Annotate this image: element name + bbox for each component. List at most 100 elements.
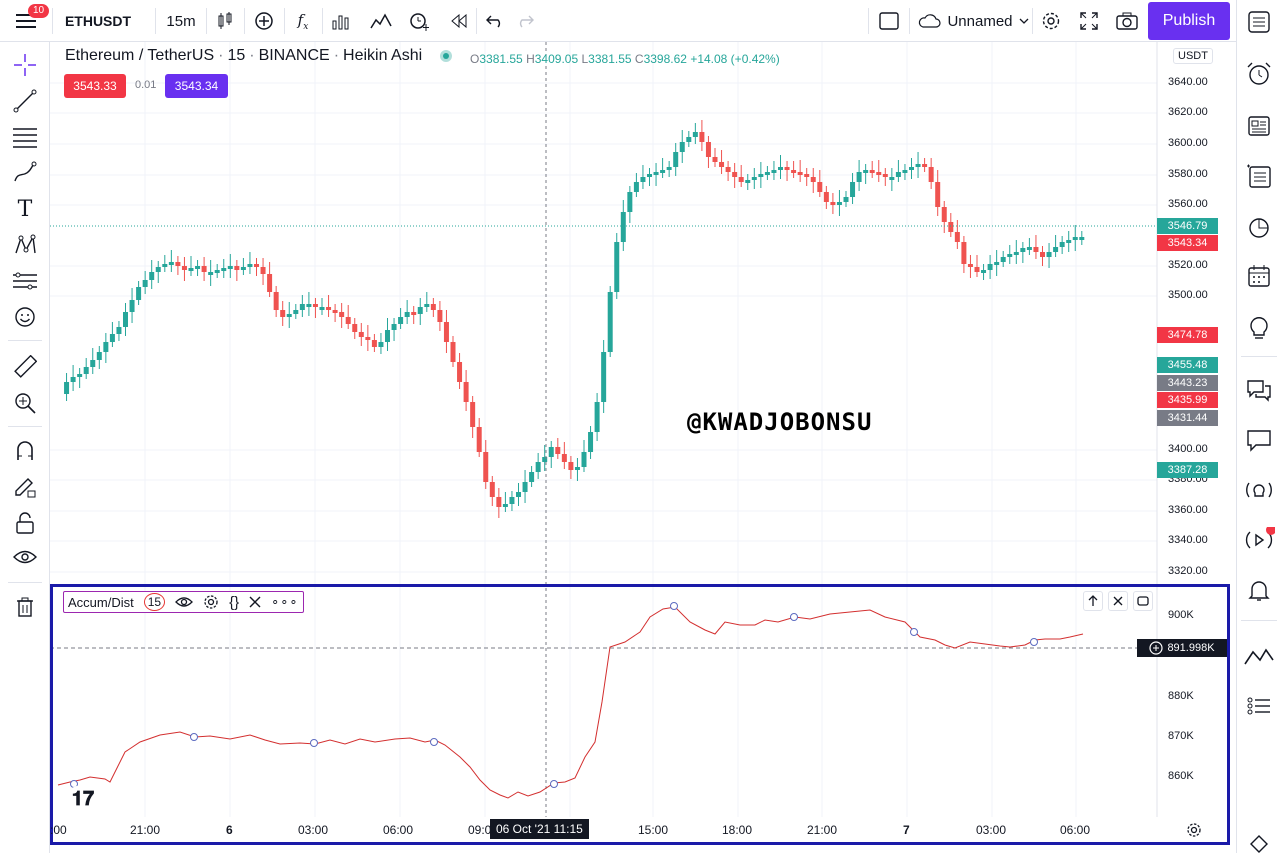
zoom-in-icon (15, 393, 36, 414)
notifications-button[interactable] (1243, 574, 1275, 606)
replay-button[interactable] (444, 0, 474, 42)
gear-icon[interactable] (1186, 822, 1202, 838)
candle-body (1020, 248, 1026, 252)
candle-body (568, 462, 574, 470)
fullscreen-button[interactable] (1074, 0, 1104, 42)
trend-line-tool[interactable] (10, 86, 40, 116)
prediction-tool[interactable] (10, 266, 40, 296)
ideas-stream-button[interactable] (1243, 474, 1275, 506)
indicator-legend[interactable]: Accum/Dist 15 {} ∘∘∘ (63, 591, 304, 613)
compare-button[interactable] (248, 0, 280, 42)
stay-drawing-tool[interactable] (10, 472, 40, 502)
chart-style-button[interactable] (210, 0, 240, 42)
undo-button[interactable] (480, 0, 510, 42)
candle-body (417, 307, 423, 314)
candle-body (457, 362, 463, 382)
indicator-axis-label: 870K (1168, 730, 1194, 742)
candle-body (240, 267, 246, 270)
alerts-chart-button[interactable] (366, 0, 396, 42)
source-code-icon[interactable]: {} (229, 593, 240, 611)
public-chat-button[interactable] (1243, 424, 1275, 456)
candle-body (647, 174, 652, 177)
calendar-button[interactable] (1243, 260, 1275, 292)
candle-body (974, 267, 980, 272)
candle-body (306, 304, 312, 307)
templates-button[interactable] (326, 0, 356, 42)
layout-name-button[interactable]: Unnamed (914, 0, 1032, 42)
magnet-tool[interactable] (10, 436, 40, 466)
gear-icon[interactable] (203, 594, 219, 610)
redo-button[interactable] (510, 0, 540, 42)
publish-button[interactable]: Publish (1148, 2, 1230, 40)
candle-body (404, 312, 410, 317)
pattern-tool[interactable] (10, 230, 40, 260)
brush-tool[interactable] (10, 158, 40, 188)
more-icon[interactable]: ∘∘∘ (271, 594, 299, 609)
layers-button[interactable] (1243, 690, 1275, 722)
hotlists-button[interactable] (1243, 160, 1275, 192)
candle-body (863, 170, 869, 173)
data-window-button[interactable] (1243, 110, 1275, 142)
lock-drawings-tool[interactable] (10, 508, 40, 538)
chart-area[interactable]: Ethereum / TetherUS · 15 · BINANCE · Hei… (50, 42, 1236, 853)
streams-button[interactable] (1243, 524, 1275, 556)
line-handle (430, 738, 438, 746)
candle-body (181, 266, 187, 270)
collapse-panel-button[interactable] (1243, 828, 1275, 860)
spread-value: 0.01 (135, 79, 157, 91)
text-tool[interactable]: T (10, 194, 40, 224)
price-axis-label: 3500.00 (1168, 289, 1208, 301)
candle-body (791, 170, 797, 173)
buy-button[interactable]: 3543.34 (165, 74, 228, 98)
fullscreen-icon (1080, 12, 1098, 30)
price-chart-canvas[interactable] (50, 42, 1236, 853)
object-tree-button[interactable] (1243, 640, 1275, 672)
crosshair-tool[interactable] (10, 50, 40, 80)
time-axis[interactable]: :00 21:00 6 03:00 06:00 09:00 15:00 18:00 21:00 7… (50, 817, 1236, 841)
candle-body (817, 182, 823, 192)
calendar-clock-button[interactable] (1243, 212, 1275, 244)
alerts-button[interactable] (1243, 58, 1275, 90)
indicators-button[interactable]: fx (288, 0, 318, 42)
emoji-tool[interactable] (10, 302, 40, 332)
remove-drawings-tool[interactable] (10, 592, 40, 622)
currency-unit[interactable]: USDT (1173, 48, 1213, 64)
plus-circle-icon (255, 12, 273, 30)
open-value: 3381.55 (479, 52, 523, 66)
settings-button[interactable] (1036, 0, 1066, 42)
zoom-tool[interactable] (10, 388, 40, 418)
measure-tool[interactable] (10, 352, 40, 382)
symbol-search-button[interactable]: ETHUSDT (64, 13, 132, 29)
select-layout-button[interactable] (874, 0, 904, 42)
pattern-icon (15, 234, 36, 254)
tv-logo-icon: 𝟏𝟕 (71, 787, 95, 810)
symbol-title[interactable]: Ethereum / TetherUS (65, 47, 215, 64)
legend-interval: 15 (227, 47, 246, 64)
move-pane-up-button[interactable] (1083, 591, 1103, 611)
tradingview-logo: 𝟏𝟕 (65, 785, 101, 813)
menu-button[interactable] (10, 0, 42, 42)
maximize-pane-button[interactable] (1133, 591, 1153, 611)
close-pane-button[interactable] (1108, 591, 1128, 611)
sell-button[interactable]: 3543.33 (64, 74, 126, 98)
plus-circle-icon[interactable] (1149, 641, 1164, 655)
candle-body (574, 467, 580, 470)
watchlist-button[interactable] (1243, 6, 1275, 38)
candle-body (339, 312, 345, 317)
interval-button[interactable]: 15m (166, 12, 196, 30)
indicator-pane[interactable]: Accum/Dist 15 {} ∘∘∘ 𝟏𝟕 (50, 584, 1230, 845)
forecast-icon (13, 272, 37, 290)
eye-icon[interactable] (175, 595, 194, 609)
hide-drawings-tool[interactable] (10, 542, 40, 572)
close-icon[interactable] (249, 596, 261, 608)
eye-icon (13, 550, 37, 564)
fib-tool[interactable] (10, 122, 40, 152)
candle-body (987, 264, 993, 270)
chats-button[interactable] (1243, 374, 1275, 406)
ideas-button[interactable] (1243, 312, 1275, 344)
alarm-plus-icon (410, 13, 429, 31)
alert-button[interactable] (404, 0, 434, 42)
candle-body (712, 157, 718, 162)
snapshot-button[interactable] (1112, 0, 1142, 42)
news-icon (1248, 116, 1270, 136)
